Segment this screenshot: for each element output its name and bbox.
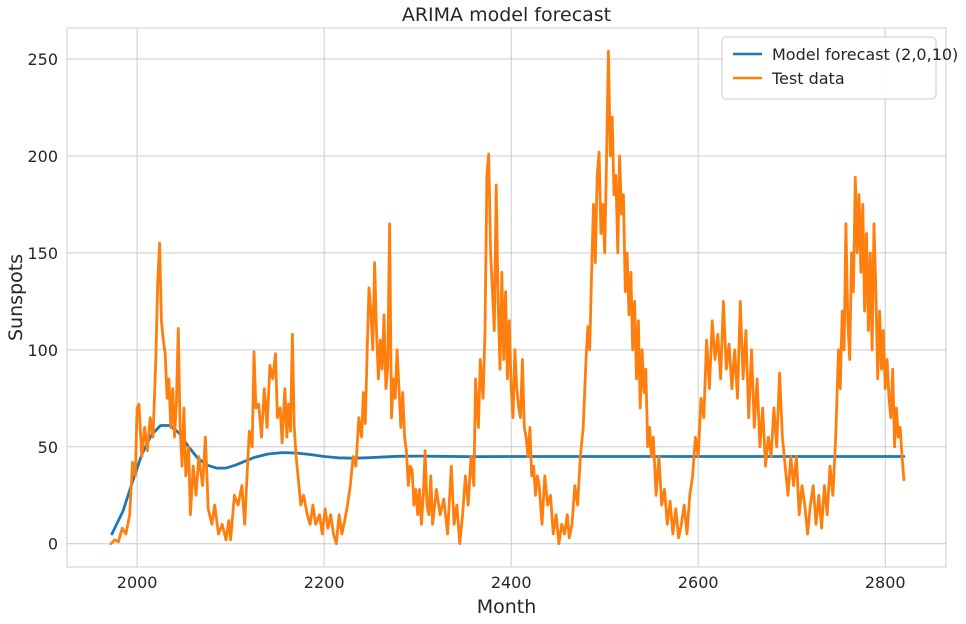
series-layer: [109, 49, 906, 546]
x-tick-label: 2000: [117, 573, 158, 592]
x-tick-label: 2200: [304, 573, 345, 592]
tick-labels: 2000 2200 2400 2600 2800 0 50 100 150 200 250: [27, 50, 905, 592]
plot-frame: [66, 27, 947, 568]
x-tick-label: 2400: [491, 573, 532, 592]
legend-box: [721, 36, 937, 100]
x-tick-label: 2600: [678, 573, 719, 592]
y-tick-label: 50: [38, 438, 58, 457]
y-tick-label: 100: [27, 341, 58, 360]
y-axis-title: Sunspots: [5, 254, 27, 341]
x-axis-title: Month: [477, 596, 537, 618]
y-tick-label: 150: [27, 244, 58, 263]
y-tick-label: 200: [27, 147, 58, 166]
y-tick-label: 250: [27, 50, 58, 69]
x-tick-label: 2800: [865, 573, 906, 592]
series-line-model-forecast: [110, 424, 906, 536]
legend: Model forecast (2,0,10) Test data: [721, 36, 958, 100]
series-line-test-data: [109, 49, 906, 546]
legend-label-model-forecast: Model forecast (2,0,10): [772, 45, 958, 64]
y-tick-label: 0: [48, 535, 58, 554]
chart-title: ARIMA model forecast: [402, 4, 611, 26]
legend-label-test-data: Test data: [771, 69, 845, 88]
